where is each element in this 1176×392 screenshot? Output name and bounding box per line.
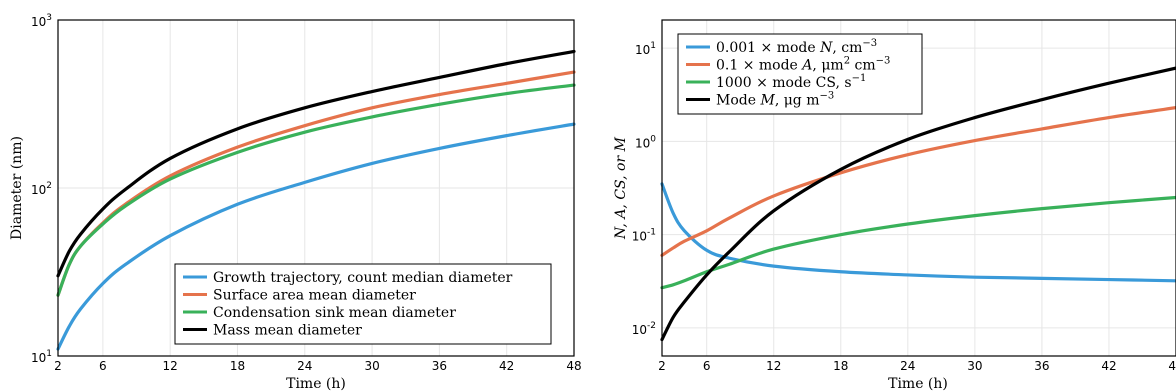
- legend-label: Mass mean diameter: [213, 323, 362, 339]
- x-tick-label: 12: [163, 359, 178, 373]
- x-tick-label: 6: [99, 359, 107, 373]
- x-tick-label: 42: [499, 359, 514, 373]
- right-plot-frame: [661, 19, 1176, 357]
- y-tick-label: 101: [31, 349, 52, 365]
- x-tick-label: 24: [900, 359, 915, 373]
- legend-box: [174, 263, 552, 345]
- left-legend: Growth trajectory, count median diameter…: [174, 263, 552, 345]
- x-tick-label: 48: [1168, 359, 1176, 373]
- right-x-ticks: 2 6 12 18 24 30 36 42 48: [658, 359, 1176, 373]
- x-tick-label: 2: [658, 359, 666, 373]
- y-tick-label: 10-2: [632, 321, 656, 337]
- x-tick-label: 30: [364, 359, 379, 373]
- left-y-axis-label: Diameter (nm): [9, 136, 25, 240]
- legend-label: 1000 × mode CS, s−1: [716, 73, 866, 91]
- right-chart-panel: 2 6 12 18 24 30 36 42 48 10-2 10-1 100 101 Time (h)…: [613, 19, 1176, 392]
- legend-box: [677, 33, 923, 115]
- left-series-group: [56, 49, 576, 351]
- legend-label: 0.001 × mode N, cm−3: [716, 38, 877, 56]
- left-chart-panel: 2 6 12 18 24 30 36 42 48 101 102 103 Time (h) Diam…: [9, 13, 582, 392]
- series-line-1: [660, 182, 1176, 283]
- right-x-axis-label: Time (h): [888, 376, 948, 392]
- series-line-4: [56, 49, 576, 278]
- x-tick-label: 30: [967, 359, 982, 373]
- x-tick-label: 48: [566, 359, 581, 373]
- legend-label: 0.1 × mode A, μm2 cm−3: [716, 56, 890, 74]
- series-line-3: [56, 83, 576, 297]
- y-tick-label: 100: [635, 134, 656, 150]
- x-tick-label: 18: [833, 359, 848, 373]
- x-tick-label: 42: [1101, 359, 1116, 373]
- series-line-3: [660, 195, 1176, 290]
- left-x-ticks: 2 6 12 18 24 30 36 42 48: [54, 359, 581, 373]
- series-line-1: [56, 122, 576, 351]
- x-tick-label: 12: [766, 359, 781, 373]
- right-series-group: [660, 66, 1176, 342]
- series-line-2: [660, 106, 1176, 257]
- legend-label: Condensation sink mean diameter: [213, 305, 456, 321]
- left-plot-frame: [57, 19, 575, 357]
- x-tick-label: 18: [230, 359, 245, 373]
- x-tick-label: 36: [1034, 359, 1049, 373]
- legend-label: Surface area mean diameter: [213, 288, 416, 304]
- x-tick-label: 36: [432, 359, 447, 373]
- x-tick-label: 2: [54, 359, 62, 373]
- right-legend: 0.001 × mode N, cm−30.1 × mode A, μm2 cm…: [677, 33, 923, 115]
- y-tick-label: 10-1: [632, 228, 656, 244]
- left-x-axis-label: Time (h): [286, 376, 346, 392]
- y-tick-label: 101: [635, 41, 656, 57]
- y-tick-label: 103: [31, 13, 52, 29]
- right-y-ticks: 10-2 10-1 100 101: [632, 41, 657, 337]
- series-line-4: [660, 66, 1176, 342]
- right-y-axis-label: N, A, CS, or M: [613, 136, 629, 240]
- left-y-ticks: 101 102 103: [31, 13, 52, 365]
- x-tick-label: 24: [297, 359, 312, 373]
- legend-label: Mode M, μg m−3: [716, 91, 834, 109]
- y-tick-label: 102: [31, 181, 52, 197]
- x-tick-label: 6: [703, 359, 711, 373]
- legend-label: Growth trajectory, count median diameter: [213, 270, 513, 286]
